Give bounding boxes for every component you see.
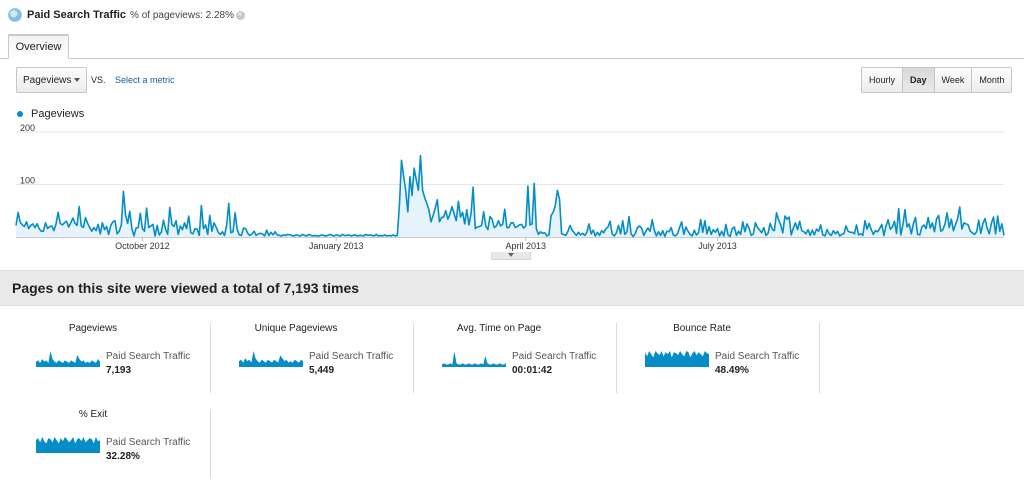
metric-divider	[819, 323, 820, 393]
legend-label: Pageviews	[31, 108, 85, 120]
metric-cell[interactable]: Unique Pageviews Paid Search Traffic 5,449	[211, 323, 415, 393]
metric-sparkline	[239, 351, 303, 367]
metric-sparkline	[36, 351, 100, 367]
metric-segment-label: Paid Search Traffic	[715, 351, 800, 362]
metric-cell[interactable]: Pageviews Paid Search Traffic 7,193	[8, 323, 212, 393]
x-tick-label: October 2012	[115, 241, 170, 251]
segment-remove-icon[interactable]	[236, 8, 245, 20]
tab-divider	[0, 58, 1024, 59]
metric-divider	[616, 323, 617, 393]
x-tick-label: April 2013	[506, 241, 547, 251]
series-line	[15, 154, 1005, 238]
granularity-hourly-button[interactable]: Hourly	[862, 68, 903, 92]
metric-segment-label: Paid Search Traffic	[106, 351, 191, 362]
granularity-selector: Hourly Day Week Month	[861, 67, 1013, 93]
metric-segment-label: Paid Search Traffic	[512, 351, 597, 362]
sparkline-area	[442, 351, 506, 367]
segment-pie-icon	[8, 8, 22, 22]
chevron-down-icon	[74, 78, 80, 82]
metric-sparkline	[645, 351, 709, 367]
metric-name: Avg. Time on Page	[456, 323, 542, 334]
chart-legend: Pageviews	[17, 108, 84, 120]
x-tick-label: July 2013	[698, 241, 737, 251]
select-metric-link[interactable]: Select a metric	[115, 75, 175, 85]
sparkline-area	[36, 351, 100, 367]
y-tick-label: 100	[20, 176, 35, 186]
chart-collapse-toggle[interactable]	[491, 252, 531, 260]
metric-name: Bounce Rate	[673, 323, 731, 334]
metric-name: Pageviews	[68, 323, 118, 334]
granularity-week-button[interactable]: Week	[933, 68, 972, 92]
metric-dropdown[interactable]: Pageviews	[16, 67, 87, 93]
sparkline-area	[239, 351, 303, 367]
x-tick-label: January 2013	[309, 241, 364, 251]
metric-dropdown-label: Pageviews	[23, 74, 72, 86]
metric-sparkline	[36, 437, 100, 453]
pageviews-chart[interactable]: 200 100 October 2012 January 2013 April 201…	[0, 120, 1024, 255]
y-tick-label: 200	[20, 123, 35, 133]
metric-cell[interactable]: Avg. Time on Page Paid Search Traffic 00:0…	[414, 323, 618, 393]
granularity-month-button[interactable]: Month	[971, 68, 1012, 92]
metric-segment-label: Paid Search Traffic	[309, 351, 394, 362]
metric-cell[interactable]: Bounce Rate Paid Search Traffic 48.49%	[617, 323, 821, 393]
sparkline-area	[36, 437, 100, 453]
metric-segment-label: Paid Search Traffic	[106, 437, 191, 448]
series-area	[16, 155, 1004, 237]
segment-title[interactable]: Paid Search Traffic	[27, 9, 127, 21]
metric-value: 7,193	[106, 365, 132, 376]
segment-subtitle: % of pageviews: 2.28%	[130, 9, 234, 21]
metric-divider	[413, 323, 414, 393]
vs-label: VS.	[91, 75, 106, 85]
series-dot-icon	[17, 111, 23, 117]
sparkline-area	[645, 351, 709, 367]
metric-value: 00:01:42	[512, 365, 553, 376]
segment-header: Paid Search Traffic % of pageviews: 2.28…	[8, 6, 245, 24]
metric-divider	[210, 409, 211, 479]
metric-sparkline	[442, 351, 506, 367]
summary-heading: Pages on this site were viewed a total o…	[0, 270, 1024, 306]
tab-overview[interactable]: Overview	[8, 34, 69, 59]
metric-name: Unique Pageviews	[254, 323, 338, 334]
metric-divider	[210, 323, 211, 393]
metric-name: % Exit	[78, 409, 108, 420]
metric-cell[interactable]: % Exit Paid Search Traffic 32.28%	[8, 409, 212, 479]
metric-value: 48.49%	[715, 365, 749, 376]
metric-value: 5,449	[309, 365, 335, 376]
metric-value: 32.28%	[106, 451, 140, 462]
granularity-day-button[interactable]: Day	[902, 68, 934, 92]
